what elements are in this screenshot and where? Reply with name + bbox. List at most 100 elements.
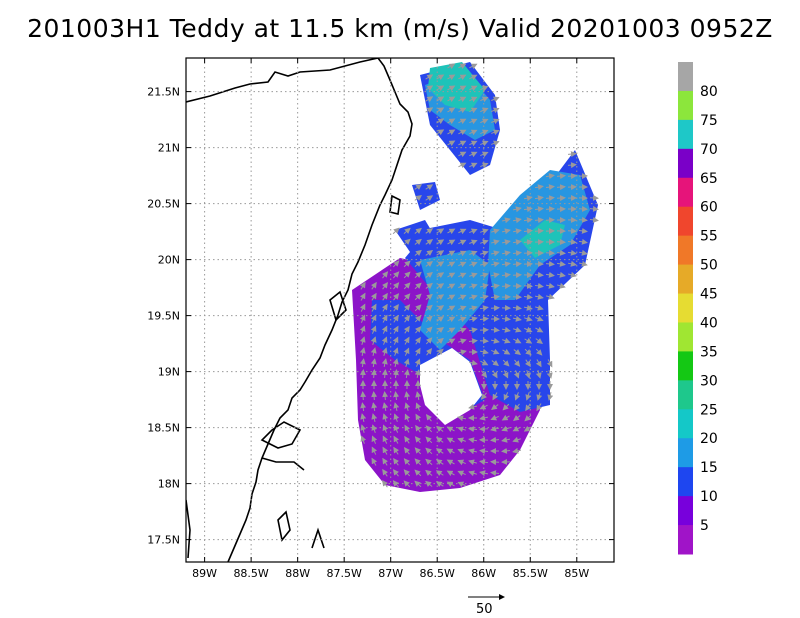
wind-vector (425, 326, 433, 334)
wind-vector (556, 173, 566, 180)
wind-vector (403, 469, 411, 477)
lon-label: 87W (378, 567, 403, 580)
wind-vector (415, 326, 422, 334)
wind-vector (370, 369, 377, 379)
wind-vector (491, 348, 500, 355)
wind-vector (578, 227, 588, 234)
wind-vector (393, 446, 400, 455)
wind-vector (469, 85, 478, 92)
wind-vector (491, 239, 500, 246)
wind-vector (414, 469, 422, 477)
wind-vectors (359, 63, 599, 488)
lat-label: 18.5N (147, 422, 180, 435)
wind-vector (404, 402, 411, 411)
wind-vector (512, 304, 522, 311)
lat-lon-grid (186, 58, 614, 562)
wind-vector (525, 403, 532, 412)
wind-vector (414, 358, 421, 367)
wind-vector (457, 349, 467, 356)
wind-vector (381, 325, 388, 334)
wind-region-band (412, 182, 440, 210)
wind-vector (534, 217, 544, 224)
wind-vector (468, 403, 478, 410)
plot-frame (185, 57, 615, 563)
wind-vector (403, 336, 410, 345)
wind-vector (458, 118, 467, 125)
wind-vector (469, 140, 478, 147)
colorbar-label: 40 (700, 315, 718, 331)
wind-vector (436, 294, 445, 301)
wind-vector (436, 261, 445, 268)
wind-vector (545, 206, 555, 213)
wind-vector (360, 413, 367, 423)
wind-vector (360, 435, 367, 444)
wind-vector (425, 85, 434, 92)
wind-vector (513, 403, 520, 411)
wind-vector (359, 358, 366, 368)
wind-vector (425, 239, 434, 246)
reference-vector: 50 (468, 594, 505, 617)
wind-vector (458, 228, 467, 235)
wind-vector (534, 271, 544, 278)
wind-vector (468, 470, 477, 477)
lat-label: 20N (158, 254, 180, 267)
wind-vector (415, 424, 422, 433)
wind-vector (414, 238, 422, 245)
wind-vector (458, 250, 467, 257)
colorbar-label: 10 (700, 489, 718, 505)
wind-vector (490, 459, 500, 466)
wind-vector (480, 140, 489, 147)
wind-vector (523, 206, 533, 213)
wind-vector (480, 239, 489, 246)
wind-vector (414, 369, 421, 379)
wind-vector (512, 447, 522, 454)
wind-vector (359, 347, 366, 357)
wind-vector (512, 315, 522, 322)
colorbar-labels: 80 75 70 65 60 55 50 45 40 35 30 25 20 15 10 5 (700, 84, 718, 534)
wind-vector (370, 292, 377, 301)
wind-vector (589, 216, 599, 223)
axis-ticks (186, 58, 614, 562)
wind-vector (414, 304, 422, 312)
wind-vector (447, 250, 456, 257)
lon-label: 88.5W (233, 567, 268, 580)
wind-vector (589, 205, 599, 212)
wind-vector (502, 217, 511, 224)
colorbar-swatch (678, 496, 693, 526)
wind-vector (381, 358, 388, 368)
wind-vector (469, 305, 478, 312)
wind-vector (536, 392, 543, 401)
wind-vector (404, 413, 411, 422)
wind-vector (446, 459, 455, 466)
wind-vector (490, 294, 500, 301)
wind-vector (370, 336, 377, 345)
wind-vector (458, 316, 467, 323)
wind-vector (371, 402, 378, 412)
wind-vector (490, 425, 500, 432)
wind-vector (447, 283, 456, 290)
wind-vector (501, 436, 511, 443)
wind-vector (501, 283, 511, 290)
wind-vector (392, 347, 399, 356)
wind-vector (556, 249, 566, 256)
colorbar-swatch (678, 177, 693, 208)
wind-vector (523, 239, 533, 246)
wind-vector (468, 426, 478, 433)
wind-vector (469, 63, 478, 70)
wind-vector (425, 228, 434, 235)
colorbar-swatch (678, 409, 693, 439)
wind-vector (567, 173, 577, 180)
wind-vector (501, 326, 511, 333)
wind-vector (359, 303, 366, 312)
wind-vector (371, 424, 378, 433)
wind-vector (458, 283, 467, 290)
lat-label: 21.5N (147, 86, 180, 99)
wind-vector (414, 347, 421, 356)
colorbar-swatch (678, 235, 693, 266)
colorbar-swatch (678, 119, 693, 150)
colorbar-label: 70 (700, 142, 718, 158)
wind-vector (523, 195, 533, 202)
wind-vector (370, 281, 377, 290)
wind-vector (458, 327, 467, 334)
